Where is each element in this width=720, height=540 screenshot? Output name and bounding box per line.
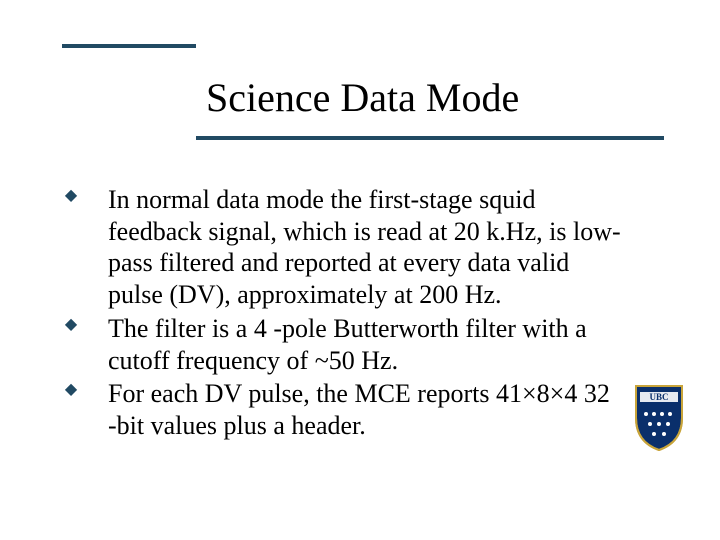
list-item-text: For each DV pulse, the MCE reports 41×8×… <box>108 379 610 440</box>
decorative-rule-long <box>196 136 664 140</box>
slide: Science Data Mode ◆ In normal data mode … <box>0 0 720 540</box>
list-item-text: In normal data mode the first-stage squi… <box>108 185 621 309</box>
bullet-list: ◆ In normal data mode the first-stage sq… <box>62 184 622 442</box>
list-item: ◆ In normal data mode the first-stage sq… <box>62 184 622 311</box>
slide-title: Science Data Mode <box>206 74 519 121</box>
bullet-icon: ◆ <box>62 315 80 335</box>
bullet-icon: ◆ <box>62 380 80 400</box>
list-item: ◆ The filter is a 4 -pole Butterworth fi… <box>62 313 622 376</box>
list-item-text: The filter is a 4 -pole Butterworth filt… <box>108 314 587 375</box>
logo-text: UBC <box>649 392 668 402</box>
decorative-rule-short <box>62 44 196 48</box>
slide-body: ◆ In normal data mode the first-stage sq… <box>62 184 622 444</box>
bullet-icon: ◆ <box>62 186 80 206</box>
list-item: ◆ For each DV pulse, the MCE reports 41×… <box>62 378 622 441</box>
ubc-logo: UBC <box>632 384 686 452</box>
